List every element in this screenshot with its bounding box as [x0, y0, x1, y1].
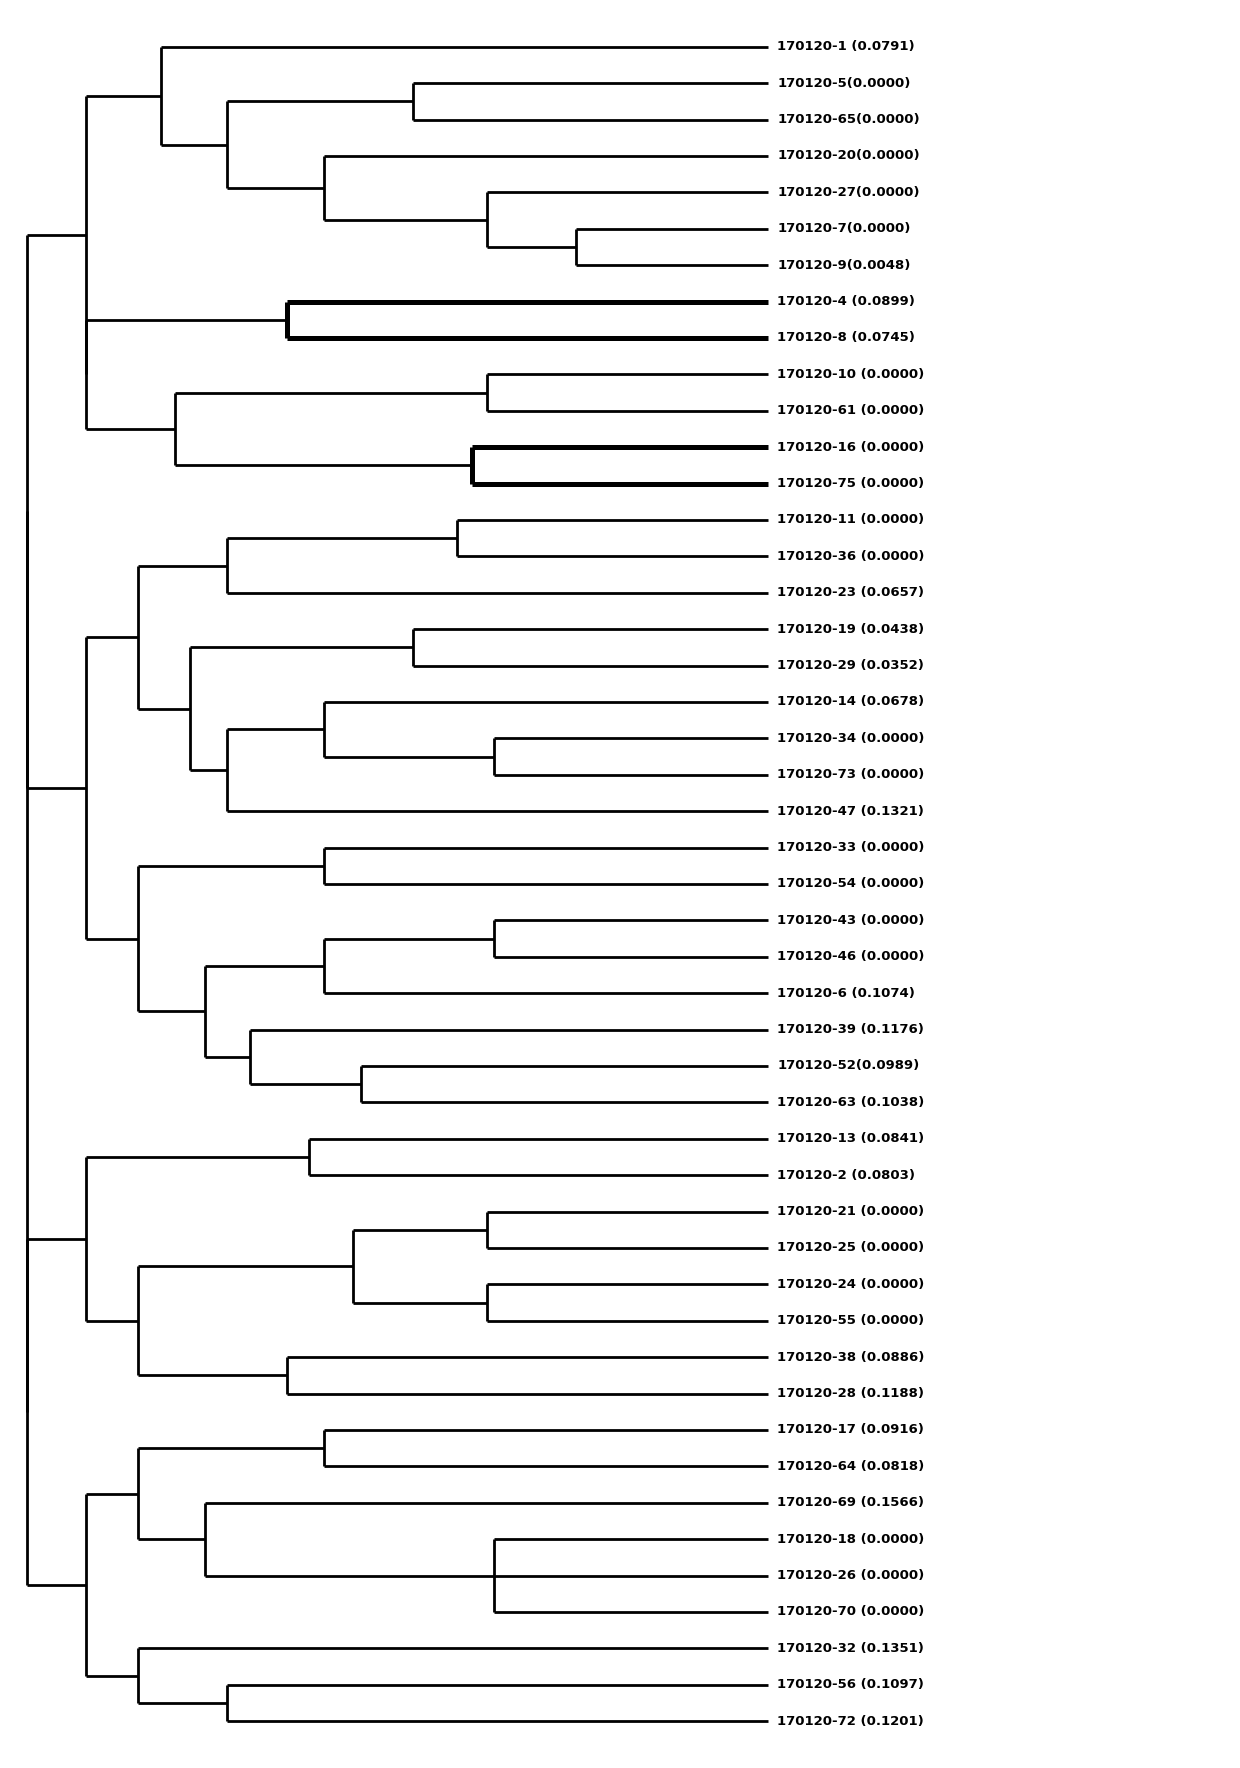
Text: 170120-28 (0.1188): 170120-28 (0.1188) [777, 1388, 924, 1400]
Text: 170120-7(0.0000): 170120-7(0.0000) [777, 223, 910, 235]
Text: 170120-33 (0.0000): 170120-33 (0.0000) [777, 842, 925, 854]
Text: 170120-63 (0.1038): 170120-63 (0.1038) [777, 1096, 924, 1109]
Text: 170120-19 (0.0438): 170120-19 (0.0438) [777, 622, 924, 636]
Text: 170120-10 (0.0000): 170120-10 (0.0000) [777, 368, 924, 380]
Text: 170120-70 (0.0000): 170120-70 (0.0000) [777, 1605, 924, 1618]
Text: 170120-61 (0.0000): 170120-61 (0.0000) [777, 405, 924, 417]
Text: 170120-39 (0.1176): 170120-39 (0.1176) [777, 1024, 924, 1036]
Text: 170120-27(0.0000): 170120-27(0.0000) [777, 186, 920, 198]
Text: 170120-11 (0.0000): 170120-11 (0.0000) [777, 513, 924, 527]
Text: 170120-23 (0.0657): 170120-23 (0.0657) [777, 587, 924, 599]
Text: 170120-2 (0.0803): 170120-2 (0.0803) [777, 1169, 915, 1181]
Text: 170120-47 (0.1321): 170120-47 (0.1321) [777, 804, 924, 817]
Text: 170120-55 (0.0000): 170120-55 (0.0000) [777, 1314, 924, 1328]
Text: 170120-52(0.0989): 170120-52(0.0989) [777, 1059, 919, 1073]
Text: 170120-54 (0.0000): 170120-54 (0.0000) [777, 877, 924, 891]
Text: 170120-69 (0.1566): 170120-69 (0.1566) [777, 1496, 924, 1510]
Text: 170120-29 (0.0352): 170120-29 (0.0352) [777, 659, 924, 672]
Text: 170120-18 (0.0000): 170120-18 (0.0000) [777, 1533, 924, 1545]
Text: 170120-21 (0.0000): 170120-21 (0.0000) [777, 1206, 924, 1218]
Text: 170120-24 (0.0000): 170120-24 (0.0000) [777, 1278, 924, 1291]
Text: 170120-72 (0.1201): 170120-72 (0.1201) [777, 1715, 924, 1727]
Text: 170120-25 (0.0000): 170120-25 (0.0000) [777, 1241, 924, 1255]
Text: 170120-9(0.0048): 170120-9(0.0048) [777, 258, 910, 272]
Text: 170120-75 (0.0000): 170120-75 (0.0000) [777, 477, 924, 490]
Text: 170120-43 (0.0000): 170120-43 (0.0000) [777, 914, 925, 926]
Text: 170120-46 (0.0000): 170120-46 (0.0000) [777, 951, 925, 964]
Text: 170120-26 (0.0000): 170120-26 (0.0000) [777, 1570, 924, 1582]
Text: 170120-73 (0.0000): 170120-73 (0.0000) [777, 769, 924, 781]
Text: 170120-32 (0.1351): 170120-32 (0.1351) [777, 1642, 924, 1655]
Text: 170120-36 (0.0000): 170120-36 (0.0000) [777, 550, 925, 562]
Text: 170120-34 (0.0000): 170120-34 (0.0000) [777, 732, 925, 744]
Text: 170120-4 (0.0899): 170120-4 (0.0899) [777, 295, 915, 308]
Text: 170120-17 (0.0916): 170120-17 (0.0916) [777, 1423, 924, 1436]
Text: 170120-13 (0.0841): 170120-13 (0.0841) [777, 1132, 924, 1146]
Text: 170120-38 (0.0886): 170120-38 (0.0886) [777, 1351, 925, 1363]
Text: 170120-65(0.0000): 170120-65(0.0000) [777, 113, 920, 126]
Text: 170120-14 (0.0678): 170120-14 (0.0678) [777, 695, 924, 709]
Text: 170120-1 (0.0791): 170120-1 (0.0791) [777, 41, 915, 53]
Text: 170120-5(0.0000): 170120-5(0.0000) [777, 76, 910, 90]
Text: 170120-20(0.0000): 170120-20(0.0000) [777, 150, 920, 163]
Text: 170120-16 (0.0000): 170120-16 (0.0000) [777, 440, 924, 454]
Text: 170120-56 (0.1097): 170120-56 (0.1097) [777, 1678, 924, 1692]
Text: 170120-8 (0.0745): 170120-8 (0.0745) [777, 331, 915, 345]
Text: 170120-64 (0.0818): 170120-64 (0.0818) [777, 1460, 924, 1473]
Text: 170120-6 (0.1074): 170120-6 (0.1074) [777, 987, 915, 999]
